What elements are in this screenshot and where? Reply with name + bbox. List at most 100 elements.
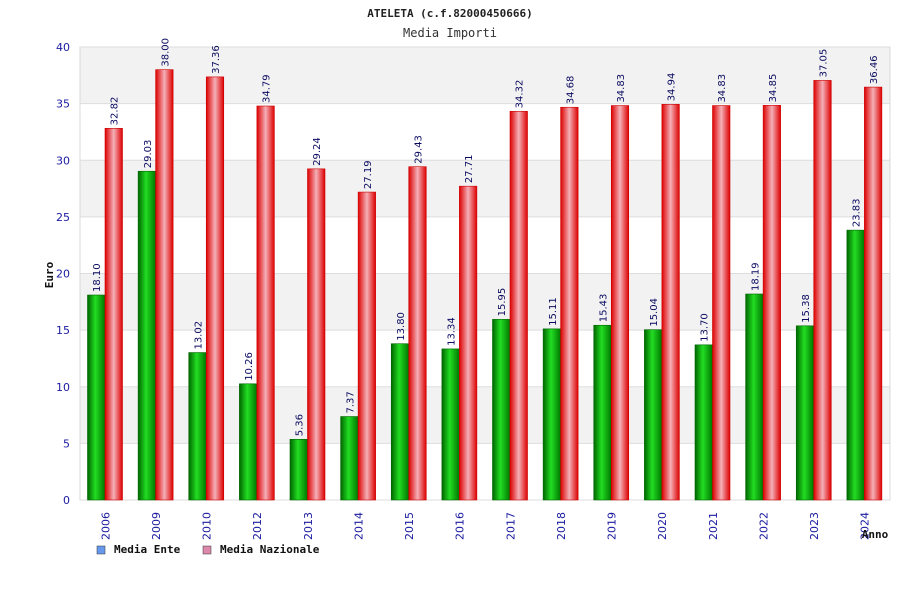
data-label: 34.32 — [515, 80, 526, 109]
data-label: 5.36 — [295, 414, 306, 436]
data-label: 29.43 — [414, 135, 425, 164]
bars — [87, 69, 883, 501]
bar-media-ente-2021 — [694, 344, 713, 501]
data-label: 15.43 — [599, 294, 610, 323]
bar-media-ente-2023 — [795, 325, 815, 501]
x-tick-label: 2017 — [504, 512, 517, 540]
x-tick-label: 2019 — [606, 512, 619, 540]
data-label: 13.02 — [194, 321, 205, 350]
x-axis-ticks: 2006 2009 2010 2012 2013 2014 2015 2016 2017 2018… — [99, 512, 871, 540]
y-tick-label: 30 — [56, 154, 70, 167]
y-tick-label: 25 — [56, 211, 70, 224]
bar-media-nazionale-2014 — [357, 191, 376, 501]
bar-media-nazionale-2020 — [661, 104, 680, 501]
data-label: 34.85 — [768, 74, 779, 103]
bar-media-ente-2015 — [390, 343, 410, 501]
bar-media-nazionale-2017 — [509, 111, 528, 501]
bar-media-nazionale-2022 — [762, 105, 781, 501]
data-label: 15.04 — [649, 298, 660, 327]
chart-subtitle: Media Importi — [403, 26, 497, 40]
data-label: 13.34 — [447, 317, 458, 346]
x-tick-label: 2016 — [454, 512, 467, 540]
bar-media-ente-2018 — [542, 328, 561, 501]
data-label: 37.05 — [819, 49, 830, 78]
y-tick-label: 15 — [56, 324, 70, 337]
bar-media-nazionale-2009 — [155, 69, 174, 501]
data-label: 15.95 — [497, 288, 508, 317]
bar-media-nazionale-2019 — [610, 105, 630, 501]
data-label: 37.36 — [211, 45, 222, 74]
data-label: 15.38 — [801, 294, 812, 323]
data-label: 32.82 — [110, 97, 121, 126]
bar-media-nazionale-2023 — [813, 80, 832, 501]
y-axis-label: Euro — [43, 261, 56, 288]
data-label: 38.00 — [160, 38, 171, 67]
y-tick-label: 20 — [56, 268, 70, 281]
bar-media-ente-2024 — [846, 229, 865, 501]
legend: Media Ente Media Nazionale — [96, 543, 320, 556]
data-labels: 18.10 32.82 29.03 38.00 13.02 37.36 10.26 34.79… — [92, 38, 880, 436]
data-label: 18.10 — [92, 263, 103, 292]
bar-media-ente-2012 — [239, 383, 258, 501]
y-axis-ticks: 0 5 10 15 20 25 30 35 40 — [56, 41, 70, 507]
data-label: 18.19 — [750, 262, 761, 291]
data-label: 13.80 — [396, 312, 407, 341]
x-tick-label: 2006 — [99, 512, 112, 540]
y-tick-label: 35 — [56, 98, 70, 111]
x-tick-label: 2021 — [707, 512, 720, 540]
data-label: 34.83 — [616, 74, 627, 103]
data-label: 29.03 — [143, 140, 154, 169]
data-label: 23.83 — [852, 198, 863, 227]
x-tick-label: 2022 — [757, 512, 770, 540]
data-label: 27.71 — [464, 155, 475, 184]
data-label: 7.37 — [345, 391, 356, 413]
bar-media-ente-2010 — [188, 352, 207, 501]
bar-media-ente-2016 — [441, 348, 460, 501]
bar-media-ente-2017 — [492, 319, 511, 501]
y-tick-label: 40 — [56, 41, 70, 54]
y-tick-label: 0 — [63, 494, 70, 507]
data-label: 27.19 — [363, 160, 374, 189]
legend-swatch-media-ente — [96, 545, 106, 555]
bar-media-nazionale-2010 — [205, 76, 225, 501]
data-label: 10.26 — [244, 352, 255, 381]
legend-label-media-nazionale: Media Nazionale — [220, 543, 320, 556]
x-tick-label: 2009 — [150, 512, 163, 540]
x-axis-label: Anno — [862, 528, 889, 541]
x-tick-label: 2015 — [403, 512, 416, 540]
bar-media-ente-2013 — [289, 438, 308, 501]
data-label: 29.24 — [312, 137, 323, 166]
legend-swatch-media-nazionale — [202, 545, 212, 555]
bar-media-nazionale-2006 — [104, 128, 123, 501]
legend-label-media-ente: Media Ente — [114, 543, 181, 556]
data-label: 13.70 — [700, 313, 711, 342]
bar-media-nazionale-2013 — [307, 168, 326, 501]
data-label: 34.79 — [262, 74, 273, 103]
y-tick-label: 5 — [63, 437, 70, 450]
x-tick-label: 2018 — [555, 512, 568, 540]
data-label: 34.83 — [717, 74, 728, 103]
data-label: 15.11 — [548, 297, 559, 326]
data-label: 34.94 — [667, 73, 678, 102]
bar-media-ente-2019 — [593, 324, 612, 501]
bar-media-nazionale-2012 — [256, 105, 275, 501]
y-tick-label: 10 — [56, 381, 70, 394]
x-tick-label: 2020 — [656, 512, 669, 540]
bar-media-ente-2006 — [87, 294, 106, 501]
x-tick-label: 2010 — [201, 512, 214, 540]
bar-media-ente-2022 — [745, 293, 764, 501]
bar-media-nazionale-2024 — [864, 86, 883, 501]
x-tick-label: 2014 — [352, 512, 365, 540]
x-tick-label: 2023 — [808, 512, 821, 540]
bar-media-ente-2020 — [644, 329, 663, 501]
bar-media-nazionale-2015 — [408, 166, 427, 501]
bar-media-ente-2009 — [137, 170, 156, 501]
data-label: 36.46 — [869, 55, 880, 84]
chart-title: ATELETA (c.f.82000450666) — [367, 7, 533, 20]
x-tick-label: 2012 — [251, 512, 264, 540]
bar-media-ente-2014 — [340, 416, 359, 501]
bar-media-nazionale-2016 — [459, 185, 478, 501]
bar-media-nazionale-2021 — [712, 105, 731, 501]
